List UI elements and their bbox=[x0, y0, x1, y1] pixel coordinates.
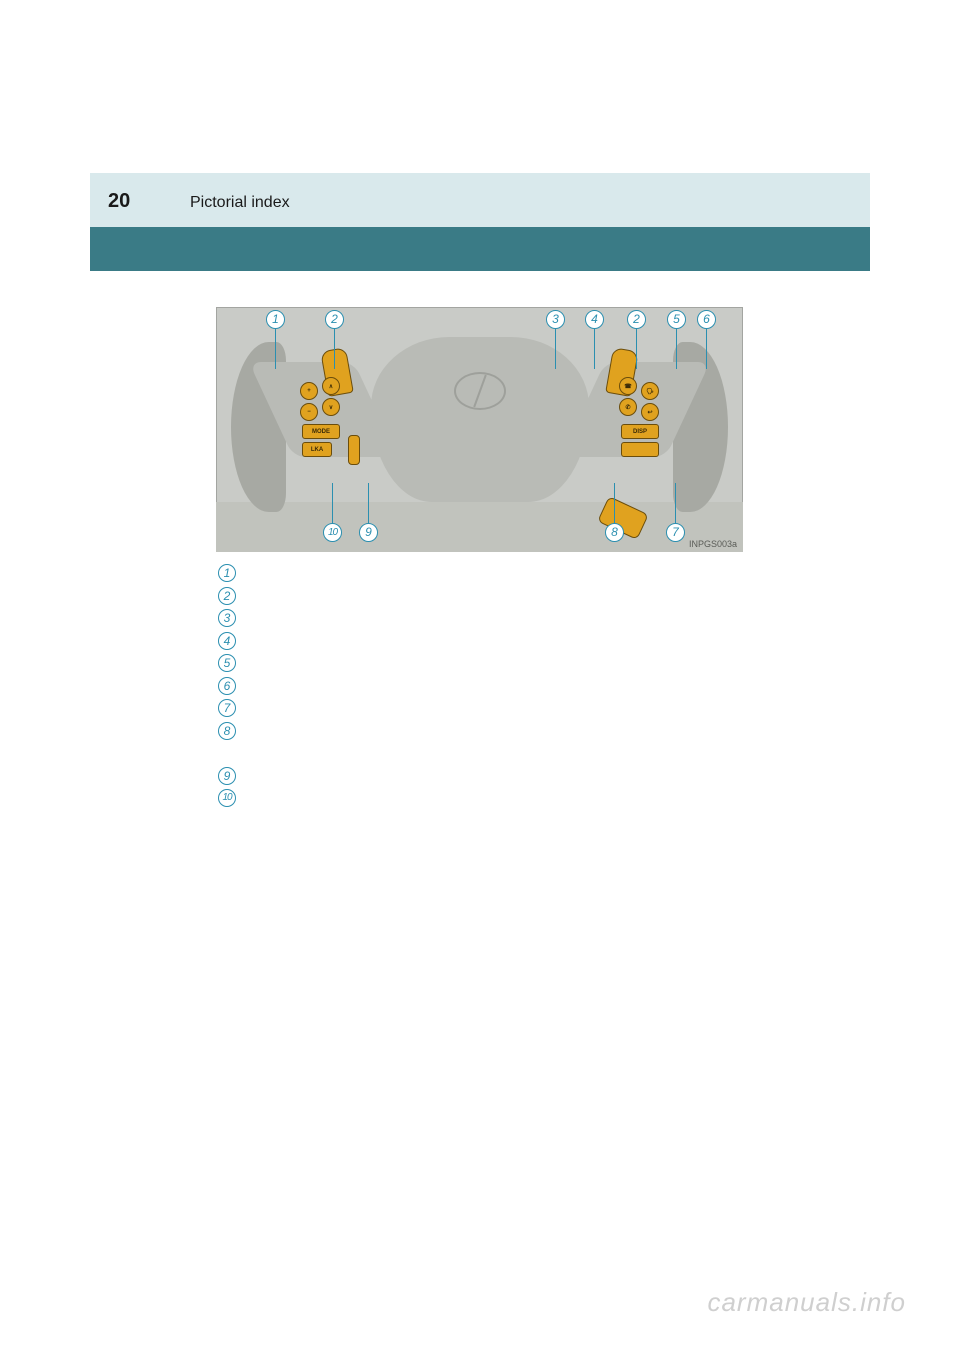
legend-number: 2 bbox=[218, 587, 236, 605]
callout-number: 8 bbox=[605, 523, 624, 542]
callout-number: 9 bbox=[359, 523, 378, 542]
callout-leader bbox=[275, 329, 276, 369]
legend-number: 9 bbox=[218, 767, 236, 785]
callout-leader bbox=[334, 329, 335, 369]
legend-number: 6 bbox=[218, 677, 236, 695]
figure-code: INPGS003a bbox=[689, 539, 737, 549]
mode-button: MODE bbox=[302, 424, 340, 439]
seek-up-button: ∧ bbox=[322, 377, 340, 395]
legend-number: 5 bbox=[218, 654, 236, 672]
section-bar bbox=[90, 227, 870, 271]
legend-number: 1 bbox=[218, 564, 236, 582]
left-lever bbox=[348, 435, 360, 465]
hangup-button: ✆ bbox=[619, 398, 637, 416]
callout-leader bbox=[676, 329, 677, 369]
volume-up-button: + bbox=[300, 382, 318, 400]
lexus-logo-icon bbox=[454, 372, 506, 410]
legend-number: 3 bbox=[218, 609, 236, 627]
section-title: Pictorial index bbox=[190, 194, 290, 212]
callout-leader bbox=[332, 483, 333, 523]
callout-leader bbox=[675, 483, 676, 523]
callout-leader bbox=[555, 329, 556, 369]
callout-leader bbox=[614, 483, 615, 523]
callout-number: 3 bbox=[546, 310, 565, 329]
volume-down-button: − bbox=[300, 403, 318, 421]
callout-leader bbox=[706, 329, 707, 369]
legend-number: 4 bbox=[218, 632, 236, 650]
watermark-text: carmanuals.info bbox=[707, 1287, 906, 1318]
phone-button: ☎ bbox=[619, 377, 637, 395]
callout-number: 10 bbox=[323, 523, 342, 542]
callout-number: 4 bbox=[585, 310, 604, 329]
steering-wheel-figure: + − ∧ ∨ MODE LKA ☎ ✆ 🗣 ↩ DISP INPGS003a … bbox=[216, 307, 743, 552]
legend-number: 7 bbox=[218, 699, 236, 717]
callout-number: 2 bbox=[325, 310, 344, 329]
callout-leader bbox=[636, 329, 637, 369]
callout-number: 1 bbox=[266, 310, 285, 329]
figure-ground bbox=[216, 502, 743, 552]
manual-page: 20 Pictorial index + − ∧ ∨ MODE LKA ☎ ✆ … bbox=[0, 0, 960, 1358]
lka-button: LKA bbox=[302, 442, 332, 457]
right-lower-button bbox=[621, 442, 659, 457]
disp-button: DISP bbox=[621, 424, 659, 439]
seek-down-button: ∨ bbox=[322, 398, 340, 416]
callout-number: 2 bbox=[627, 310, 646, 329]
wheel-hub bbox=[371, 337, 589, 502]
callout-number: 6 bbox=[697, 310, 716, 329]
legend-number: 10 bbox=[218, 789, 236, 807]
callout-leader bbox=[368, 483, 369, 523]
page-number: 20 bbox=[108, 190, 130, 213]
voice-button: 🗣 bbox=[641, 382, 659, 400]
callout-number: 5 bbox=[667, 310, 686, 329]
callout-number: 7 bbox=[666, 523, 685, 542]
back-button: ↩ bbox=[641, 403, 659, 421]
legend-number: 8 bbox=[218, 722, 236, 740]
callout-leader bbox=[594, 329, 595, 369]
